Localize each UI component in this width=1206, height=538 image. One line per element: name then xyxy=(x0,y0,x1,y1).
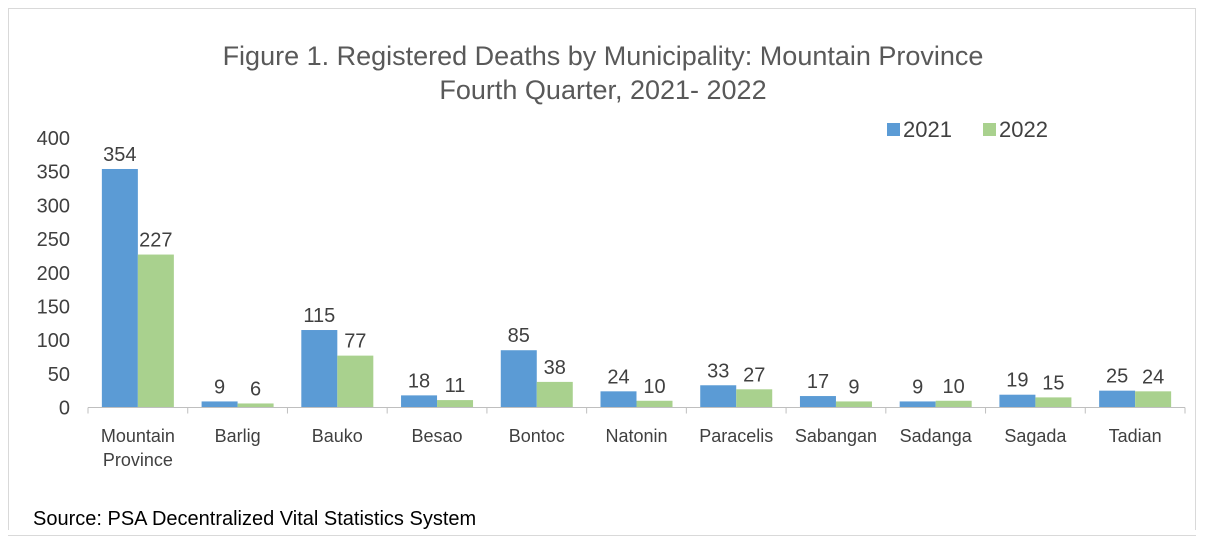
data-label-2022-8: 10 xyxy=(943,376,965,398)
bar-2021-8 xyxy=(899,401,936,408)
bar-2022-7 xyxy=(835,401,872,408)
bar-2022-0 xyxy=(137,254,174,408)
bar-2021-1 xyxy=(201,401,238,408)
bar-2021-4 xyxy=(500,350,537,408)
data-label-2021-2: 115 xyxy=(303,305,335,327)
bar-2021-9 xyxy=(999,394,1036,408)
data-label-2022-9: 15 xyxy=(1042,372,1064,394)
bar-2021-10 xyxy=(1099,390,1136,408)
chart-subtitle: Fourth Quarter, 2021- 2022 xyxy=(439,75,767,105)
bar-2021-0 xyxy=(101,168,138,408)
bar-2022-3 xyxy=(437,400,474,408)
data-label-2021-8: 9 xyxy=(912,376,923,398)
bar-2021-7 xyxy=(799,396,836,408)
data-label-2022-5: 10 xyxy=(643,376,665,398)
bar-chart: 0 50 100 150 200 250 300 350 400 354 9 115 18 85 24 33… xyxy=(37,117,1186,470)
data-label-2021-3: 18 xyxy=(408,370,430,392)
y-tick-label: 150 xyxy=(37,296,70,318)
data-label-2021-5: 24 xyxy=(607,366,629,388)
bars xyxy=(101,168,1172,408)
data-label-2022-6: 27 xyxy=(743,364,765,386)
data-label-2022-1: 6 xyxy=(250,378,261,400)
bar-2022-9 xyxy=(1035,397,1072,408)
data-labels: 354 9 115 18 85 24 33 17 9 19 25 227 6 77 11 38 10 27 9 10 1… xyxy=(103,144,1164,400)
x-tick-label: Bontoc xyxy=(509,426,565,446)
bar-2021-5 xyxy=(600,391,637,408)
bar-2021-2 xyxy=(301,330,338,408)
data-label-2021-6: 33 xyxy=(707,360,729,382)
x-tick-label: Paracelis xyxy=(699,426,773,446)
bar-2022-4 xyxy=(536,381,573,408)
data-label-2022-2: 77 xyxy=(344,331,366,353)
data-label-2022-4: 38 xyxy=(544,357,566,379)
bar-2021-3 xyxy=(401,395,438,408)
y-axis: 0 50 100 150 200 250 300 350 400 xyxy=(37,128,70,420)
y-tick-label: 300 xyxy=(37,195,70,217)
x-tick-label: Natonin xyxy=(605,426,667,446)
x-tick-label: Sabangan xyxy=(795,426,877,446)
source-note: Source: PSA Decentralized Vital Statisti… xyxy=(33,508,477,530)
data-label-2022-10: 24 xyxy=(1142,366,1164,388)
bar-2022-1 xyxy=(237,403,274,408)
y-tick-label: 50 xyxy=(48,364,70,386)
legend-swatch-2021 xyxy=(887,123,900,136)
x-tick-label: Tadian xyxy=(1109,426,1162,446)
x-tick-label: Sagada xyxy=(1004,426,1067,446)
y-tick-label: 400 xyxy=(37,128,70,150)
data-label-2021-10: 25 xyxy=(1106,366,1128,388)
y-tick-label: 200 xyxy=(37,263,70,285)
chart-title: Figure 1. Registered Deaths by Municipal… xyxy=(222,41,984,71)
data-label-2021-1: 9 xyxy=(214,376,225,398)
x-tick-label: Province xyxy=(103,450,173,470)
bar-2021-6 xyxy=(700,385,737,408)
legend: 2021 2022 xyxy=(887,117,1048,142)
bar-2022-5 xyxy=(636,400,673,408)
y-tick-label: 0 xyxy=(59,398,70,420)
footer-divider xyxy=(8,535,1196,536)
bar-2022-2 xyxy=(337,355,374,408)
data-label-2022-0: 227 xyxy=(139,230,172,252)
x-axis: Mountain Province Barlig Bauko Besao Bontoc Na… xyxy=(87,407,1186,470)
y-tick-label: 250 xyxy=(37,229,70,251)
data-label-2021-0: 354 xyxy=(103,144,136,166)
x-tick-label: Bauko xyxy=(312,426,363,446)
legend-label-2022: 2022 xyxy=(999,117,1048,142)
legend-label-2021: 2021 xyxy=(903,117,952,142)
x-tick-label: Mountain xyxy=(101,426,175,446)
data-label-2021-7: 17 xyxy=(807,371,829,393)
bar-2022-10 xyxy=(1135,391,1172,408)
y-tick-label: 350 xyxy=(37,162,70,184)
x-tick-label: Sadanga xyxy=(900,426,973,446)
data-label-2021-9: 19 xyxy=(1006,370,1028,392)
bar-2022-6 xyxy=(736,389,773,408)
data-label-2022-3: 11 xyxy=(445,375,466,397)
chart-frame xyxy=(8,8,1196,530)
data-label-2022-7: 9 xyxy=(848,376,859,398)
x-tick-label: Barlig xyxy=(215,426,261,446)
bar-2022-8 xyxy=(935,400,972,408)
legend-swatch-2022 xyxy=(983,123,996,136)
y-tick-label: 100 xyxy=(37,330,70,352)
data-label-2021-4: 85 xyxy=(508,325,530,347)
x-tick-label: Besao xyxy=(412,426,463,446)
